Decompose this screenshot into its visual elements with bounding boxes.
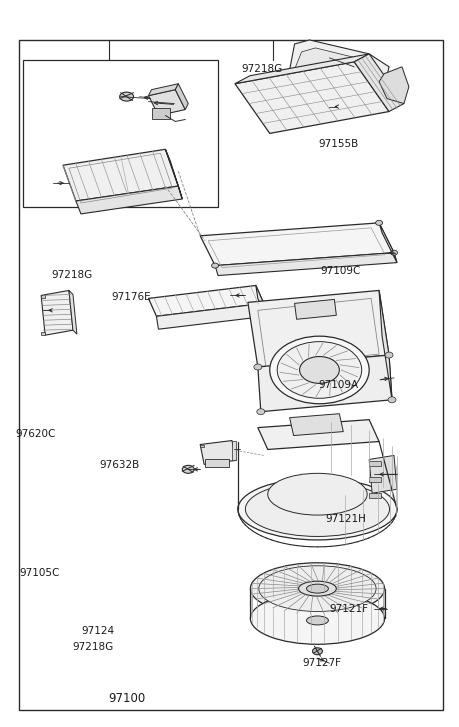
Ellipse shape bbox=[268, 473, 367, 515]
Ellipse shape bbox=[238, 478, 397, 540]
Text: 97176E: 97176E bbox=[111, 292, 151, 302]
Bar bbox=[369, 462, 381, 467]
Polygon shape bbox=[232, 441, 236, 460]
Text: 97218G: 97218G bbox=[241, 65, 282, 74]
Polygon shape bbox=[175, 84, 188, 110]
Polygon shape bbox=[369, 455, 397, 493]
Polygon shape bbox=[235, 62, 389, 133]
Polygon shape bbox=[379, 67, 409, 103]
Polygon shape bbox=[290, 40, 389, 97]
Ellipse shape bbox=[259, 566, 376, 611]
Text: 97124: 97124 bbox=[81, 626, 114, 636]
Polygon shape bbox=[41, 295, 45, 298]
Polygon shape bbox=[200, 444, 204, 448]
Polygon shape bbox=[290, 414, 343, 435]
Polygon shape bbox=[258, 355, 392, 411]
Polygon shape bbox=[41, 291, 73, 335]
Ellipse shape bbox=[250, 593, 385, 644]
Ellipse shape bbox=[313, 648, 322, 655]
Text: 97105C: 97105C bbox=[20, 568, 60, 578]
Polygon shape bbox=[149, 89, 185, 116]
Text: 97218G: 97218G bbox=[72, 642, 113, 652]
Ellipse shape bbox=[246, 482, 390, 537]
Polygon shape bbox=[200, 441, 236, 465]
Text: 97109A: 97109A bbox=[319, 380, 358, 390]
Polygon shape bbox=[41, 332, 45, 335]
Ellipse shape bbox=[212, 263, 218, 268]
Text: 97100: 97100 bbox=[109, 691, 146, 704]
Polygon shape bbox=[215, 253, 397, 276]
Polygon shape bbox=[248, 291, 389, 367]
Polygon shape bbox=[76, 186, 182, 214]
Ellipse shape bbox=[257, 409, 265, 414]
Polygon shape bbox=[149, 286, 264, 316]
Text: 97155B: 97155B bbox=[319, 139, 359, 149]
Text: 97127F: 97127F bbox=[302, 659, 341, 668]
Polygon shape bbox=[379, 291, 392, 400]
Polygon shape bbox=[157, 303, 266, 329]
Polygon shape bbox=[235, 54, 369, 84]
Text: 97620C: 97620C bbox=[15, 430, 56, 439]
Polygon shape bbox=[256, 286, 266, 316]
Ellipse shape bbox=[300, 356, 339, 383]
Ellipse shape bbox=[307, 616, 328, 625]
Bar bbox=[152, 108, 170, 119]
Ellipse shape bbox=[270, 336, 369, 403]
Ellipse shape bbox=[277, 342, 362, 398]
Text: 97121H: 97121H bbox=[325, 514, 366, 524]
Text: 97121F: 97121F bbox=[330, 604, 369, 614]
Polygon shape bbox=[200, 223, 394, 265]
Polygon shape bbox=[296, 48, 377, 92]
Ellipse shape bbox=[385, 352, 393, 358]
Bar bbox=[23, 60, 218, 207]
Ellipse shape bbox=[375, 220, 382, 225]
Bar bbox=[369, 493, 381, 498]
Polygon shape bbox=[63, 149, 178, 201]
Ellipse shape bbox=[250, 563, 385, 614]
Text: 97109C: 97109C bbox=[321, 266, 361, 276]
Polygon shape bbox=[69, 291, 77, 334]
Ellipse shape bbox=[298, 581, 336, 596]
Bar bbox=[205, 459, 229, 467]
Bar bbox=[369, 478, 381, 482]
Polygon shape bbox=[354, 54, 404, 111]
Ellipse shape bbox=[391, 250, 397, 255]
Text: 97632B: 97632B bbox=[100, 459, 140, 470]
Ellipse shape bbox=[182, 465, 194, 473]
Polygon shape bbox=[379, 223, 397, 262]
Polygon shape bbox=[149, 84, 178, 96]
Text: 97218G: 97218G bbox=[51, 270, 93, 281]
Polygon shape bbox=[258, 419, 379, 449]
Ellipse shape bbox=[120, 92, 134, 101]
Ellipse shape bbox=[388, 397, 396, 403]
Ellipse shape bbox=[254, 364, 262, 370]
Ellipse shape bbox=[307, 585, 328, 593]
Polygon shape bbox=[165, 149, 182, 199]
Polygon shape bbox=[295, 300, 336, 319]
